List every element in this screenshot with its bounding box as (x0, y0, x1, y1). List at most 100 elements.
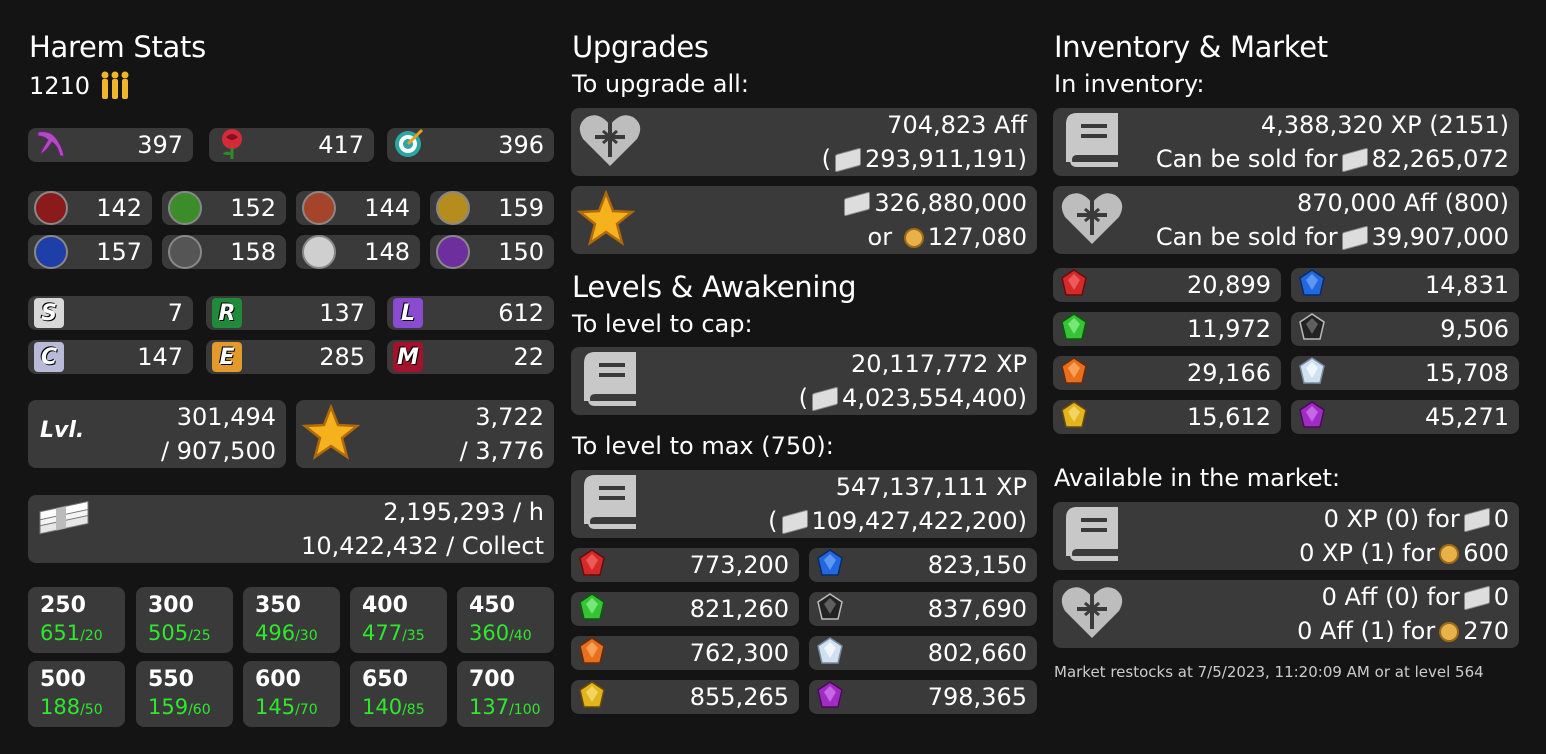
xp-book-icon (577, 472, 643, 536)
inv-gem-light: 15,708 (1291, 356, 1519, 390)
star-icon (301, 403, 361, 464)
level-total: / 907,500 (161, 437, 276, 465)
sun-gem-icon (1297, 312, 1327, 346)
element-darkness-value: 142 (96, 194, 142, 222)
element-nature-value: 152 (230, 194, 276, 222)
rarity-epic-stat: E 285 (206, 340, 375, 374)
inv-gem-fire: 29,166 (1053, 356, 1281, 390)
money-icon (834, 147, 861, 173)
harem-count-value: 1210 (29, 72, 91, 100)
market-xp: 0 XP (0) for 0 0 XP (1) for 600 (1053, 502, 1519, 570)
element-stone-value: 159 (498, 194, 544, 222)
element-sun-stat: 158 (162, 235, 286, 269)
income-per-collect: 10,422,432 / Collect (301, 532, 544, 560)
income-stat: 2,195,293 / h 10,422,432 / Collect (28, 495, 554, 563)
rarity-mythic-value: 22 (513, 343, 544, 371)
milestone-count: 140/85 (362, 695, 425, 719)
level-milestone-card: 300 505/25 (136, 587, 233, 653)
harem-stats-title: Harem Stats (29, 30, 206, 64)
element-fire-value: 144 (364, 194, 410, 222)
inv-gem-stone-value: 15,612 (1187, 403, 1271, 431)
rarity-rare-stat: R 137 (206, 296, 375, 330)
money-icon (1341, 225, 1368, 251)
inventory-aff-amount: 870,000 Aff (800) (1297, 189, 1509, 217)
gem-water-value: 823,150 (927, 551, 1027, 579)
rarity-s-icon: S (34, 298, 64, 328)
milestone-level: 300 (148, 593, 194, 618)
level-milestone-card: 650 140/85 (350, 661, 447, 727)
gem-sun-value: 837,690 (927, 595, 1027, 623)
xp-book-icon (1059, 110, 1125, 174)
gem-psychic-value: 798,365 (927, 683, 1027, 711)
nature-icon (168, 191, 202, 225)
money-icon (812, 386, 839, 412)
class-charm-stat: 417 (209, 128, 374, 162)
class-hardcore-value: 397 (137, 131, 183, 159)
element-water-stat: 157 (28, 235, 152, 269)
milestone-level: 350 (255, 593, 301, 618)
inventory-xp-amount: 4,388,320 XP (2151) (1260, 111, 1509, 139)
element-sun-value: 158 (230, 238, 276, 266)
class-hardcore-stat: 397 (28, 128, 193, 162)
rarity-starting-stat: S 7 (28, 296, 193, 330)
xp-book-icon (577, 349, 643, 413)
element-psychic-value: 150 (498, 238, 544, 266)
rarity-mythic-stat: M 22 (387, 340, 554, 374)
rarity-rare-value: 137 (319, 299, 365, 327)
element-psychic-stat: 150 (430, 235, 554, 269)
level-milestone-card: 350 496/30 (243, 587, 340, 653)
inv-gem-psychic-value: 45,271 (1425, 403, 1509, 431)
class-knowhow-stat: 396 (387, 128, 554, 162)
gem-light-needed: 802,660 (809, 636, 1037, 670)
psychic-gem-icon (815, 680, 845, 714)
psychic-icon (436, 235, 470, 269)
level-milestone-card: 550 159/60 (136, 661, 233, 727)
rarity-legendary-stat: L 612 (387, 296, 554, 330)
stars-total: / 3,776 (459, 437, 544, 465)
level-milestone-card: 500 188/50 (28, 661, 125, 727)
upgrades-subtitle: To upgrade all: (572, 70, 749, 98)
nature-gem-icon (1059, 312, 1089, 346)
upgrade-affection-cost: 704,823 Aff (293,911,191) (571, 108, 1037, 176)
darkness-gem-icon (1059, 268, 1089, 302)
element-stone-stat: 159 (430, 191, 554, 225)
water-gem-icon (815, 548, 845, 582)
class-knowhow-value: 396 (498, 131, 544, 159)
affection-heart-icon (577, 111, 643, 173)
rarity-epic-value: 285 (319, 343, 365, 371)
rarity-legendary-value: 612 (498, 299, 544, 327)
affection-heart-icon (1059, 189, 1125, 251)
money-icon (781, 509, 808, 535)
inv-gem-light-value: 15,708 (1425, 359, 1509, 387)
gem-nature-needed: 821,260 (571, 592, 799, 626)
girls-icon (98, 70, 132, 106)
darkness-icon (34, 191, 68, 225)
upgrade-stars-kobans: or 127,080 (867, 223, 1027, 251)
gem-darkness-needed: 773,200 (571, 548, 799, 582)
level-to-cap-cost: 20,117,772 XP (4,023,554,400) (571, 347, 1037, 415)
milestone-count: 477/35 (362, 621, 425, 645)
rarity-starting-value: 7 (167, 299, 183, 327)
gem-psychic-needed: 798,365 (809, 680, 1037, 714)
milestone-level: 700 (469, 667, 515, 692)
inv-gem-darkness-value: 20,899 (1187, 271, 1271, 299)
market-xp-kobans: 0 XP (1) for 600 (1299, 539, 1509, 567)
upgrade-aff-money: (293,911,191) (821, 145, 1027, 173)
light-gem-icon (1297, 356, 1327, 390)
inv-gem-fire-value: 29,166 (1187, 359, 1271, 387)
element-fire-stat: 144 (296, 191, 420, 225)
milestone-level: 250 (40, 593, 86, 618)
inv-gem-stone: 15,612 (1053, 400, 1281, 434)
inventory-xp: 4,388,320 XP (2151) Can be sold for 82,26… (1053, 108, 1519, 176)
rarity-common-stat: C 147 (28, 340, 193, 374)
milestone-level: 450 (469, 593, 515, 618)
gem-fire-needed: 762,300 (571, 636, 799, 670)
psychic-gem-icon (1297, 400, 1327, 434)
milestone-count: 188/50 (40, 695, 103, 719)
inv-gem-darkness: 20,899 (1053, 268, 1281, 302)
koban-icon (1439, 544, 1460, 564)
koban-icon (1439, 622, 1460, 642)
star-icon (576, 189, 636, 250)
element-nature-stat: 152 (162, 191, 286, 225)
levels-awakening-title: Levels & Awakening (572, 270, 857, 304)
